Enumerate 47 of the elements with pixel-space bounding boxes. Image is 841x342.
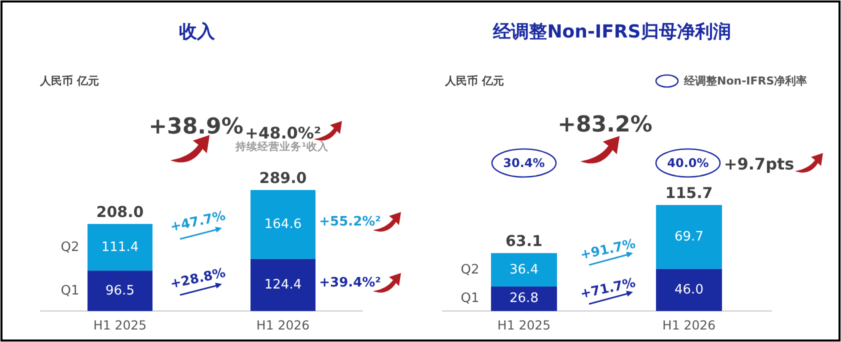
- chart-title: 经调整Non-IFRS归母净利润: [492, 22, 731, 42]
- chart-title: 收入: [179, 22, 216, 42]
- x-tick-label: H1 2026: [662, 318, 716, 332]
- x-tick-label: H1 2026: [256, 318, 310, 332]
- bar: [656, 268, 722, 311]
- data-label: 164.6: [264, 216, 302, 232]
- legend-title: 经调整Non-IFRS净利率: [683, 74, 808, 88]
- text: +48.0%²: [245, 124, 321, 142]
- annotation: +28.8%: [169, 266, 227, 292]
- text: +9.7pts: [724, 154, 794, 174]
- text: 持续经营业务¹收入: [234, 140, 330, 153]
- bar: [250, 258, 316, 311]
- data-label: 111.4: [101, 240, 139, 255]
- text: 人民币 亿元: [39, 74, 99, 88]
- bar: [491, 253, 557, 286]
- bar: [491, 286, 557, 311]
- series-label: Q1: [460, 291, 480, 306]
- annotation: +91.7%: [579, 236, 637, 264]
- legend: 经调整Non-IFRS净利率: [655, 74, 808, 88]
- text: 40.0%: [667, 156, 709, 170]
- data-label: 96.5: [106, 283, 134, 298]
- annotation: +55.2%²: [319, 214, 381, 230]
- x-tick-label: H1 2025: [93, 318, 147, 332]
- series-label: Q2: [460, 262, 480, 278]
- bar: [656, 205, 722, 269]
- data-label: 69.7: [674, 229, 704, 244]
- text: 人民币 亿元: [444, 74, 504, 88]
- series-label: Q2: [60, 240, 80, 255]
- total-label: 63.1: [505, 232, 543, 250]
- bar: [250, 190, 316, 259]
- x-tick-label: H1 2025: [497, 318, 551, 332]
- data-label: 36.4: [510, 262, 538, 278]
- data-label: 26.8: [510, 291, 538, 306]
- annotation: +47.7%: [169, 208, 227, 236]
- bar: [88, 224, 152, 271]
- series-label: Q1: [60, 283, 80, 298]
- total-label: 115.7: [665, 184, 713, 202]
- text: +38.9%: [148, 114, 244, 140]
- annotation: +71.7%: [579, 276, 637, 302]
- data-label: 46.0: [674, 282, 704, 298]
- total-label: 289.0: [259, 169, 307, 187]
- text: 30.4%: [503, 156, 545, 170]
- bar: [88, 270, 152, 311]
- text: +83.2%: [558, 112, 652, 138]
- data-label: 124.4: [264, 277, 302, 292]
- total-label: 208.0: [96, 202, 144, 221]
- annotation: +39.4%²: [319, 276, 381, 290]
